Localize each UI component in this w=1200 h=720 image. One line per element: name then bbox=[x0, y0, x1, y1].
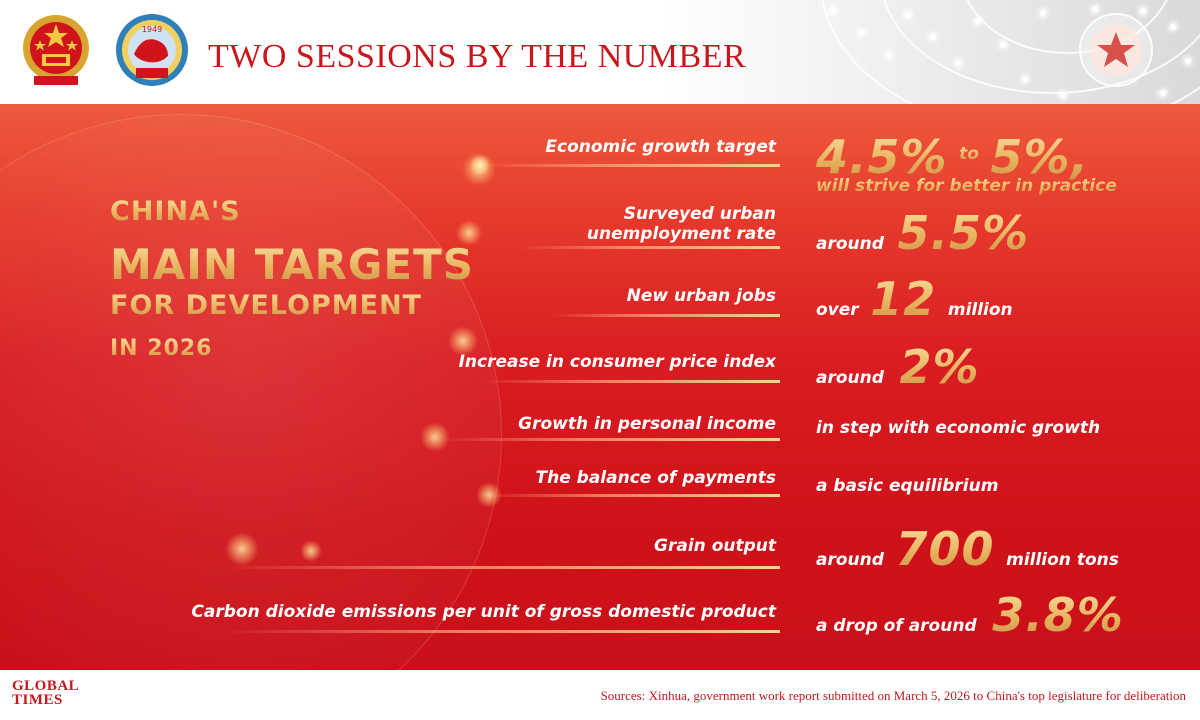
target-value: around 2% bbox=[816, 340, 980, 394]
cppcc-emblem-icon: 1949 bbox=[116, 14, 188, 86]
main-panel: CHINA'S MAIN TARGETS FOR DEVELOPMENT IN … bbox=[0, 104, 1200, 670]
target-connector-line bbox=[480, 494, 780, 497]
global-times-logo: GLOBAL TIMES bbox=[12, 678, 80, 708]
value-prefix: around bbox=[816, 234, 884, 254]
target-label: The balance of payments bbox=[535, 468, 777, 488]
logo-line-2: TIMES bbox=[12, 692, 63, 708]
target-row-growth: Economic growth target 4.5% to 5%, will … bbox=[0, 130, 1200, 204]
value-prefix: around bbox=[816, 368, 884, 388]
value-suffix: million bbox=[947, 300, 1013, 320]
target-connector-line bbox=[480, 380, 780, 383]
target-row-cpi: Increase in consumer price index around … bbox=[0, 340, 1200, 400]
red-star-icon bbox=[1079, 13, 1153, 87]
target-label: Economic growth target bbox=[545, 137, 776, 157]
header: 1949 TWO SESSIONS BY THE NUMBER bbox=[0, 0, 1200, 104]
target-connector-line bbox=[220, 566, 780, 569]
target-row-grain: Grain output around 700 million tons bbox=[0, 522, 1200, 582]
target-row-unemployment: Surveyed urban unemployment rate around … bbox=[0, 204, 1200, 264]
target-value: around 5.5% bbox=[816, 206, 1029, 260]
value-prefix: around bbox=[816, 550, 884, 570]
target-connector-line bbox=[440, 438, 780, 441]
target-value: 4.5% to 5%, bbox=[816, 130, 1089, 184]
emblem-year: 1949 bbox=[142, 25, 162, 34]
target-connector-line bbox=[520, 246, 780, 249]
value-number: 700 bbox=[895, 522, 995, 576]
headline-line-2: MAIN TARGETS bbox=[110, 240, 474, 289]
target-row-carbon: Carbon dioxide emissions per unit of gro… bbox=[0, 588, 1200, 658]
headline-line-1: CHINA'S bbox=[110, 196, 241, 227]
connector-dot bbox=[470, 155, 490, 175]
target-value: over 12 million bbox=[816, 272, 1013, 326]
target-label: New urban jobs bbox=[626, 286, 776, 306]
target-label: Carbon dioxide emissions per unit of gro… bbox=[191, 602, 776, 622]
bokeh-light bbox=[225, 532, 259, 566]
value-prefix: a drop of around bbox=[816, 616, 977, 636]
target-row-income: Growth in personal income in step with e… bbox=[0, 410, 1200, 450]
target-connector-line bbox=[220, 630, 780, 633]
bokeh-light bbox=[456, 220, 482, 246]
value-number: 5%, bbox=[990, 130, 1090, 184]
value-subtext: will strive for better in practice bbox=[816, 176, 1117, 196]
value-number: 2% bbox=[899, 340, 980, 394]
value-number: 4.5% bbox=[816, 130, 948, 184]
national-emblem-icon bbox=[23, 15, 89, 85]
footer: GLOBAL TIMES Sources: Xinhua, government… bbox=[0, 670, 1200, 720]
source-note: Sources: Xinhua, government work report … bbox=[600, 688, 1186, 703]
headline-line-3: FOR DEVELOPMENT bbox=[110, 290, 423, 321]
bokeh-light bbox=[448, 326, 478, 356]
target-label: Increase in consumer price index bbox=[458, 352, 776, 372]
logo-line-1: GLOBAL bbox=[12, 678, 80, 694]
bokeh-light bbox=[420, 422, 450, 452]
value-number: 3.8% bbox=[992, 588, 1124, 642]
value-number: 12 bbox=[870, 272, 937, 326]
target-value: in step with economic growth bbox=[816, 418, 1101, 438]
target-label: Surveyed urban unemployment rate bbox=[587, 204, 776, 244]
headline-line-4: IN 2026 bbox=[110, 336, 213, 361]
bokeh-light bbox=[300, 540, 322, 562]
value-suffix: million tons bbox=[1006, 550, 1119, 570]
page-title: TWO SESSIONS BY THE NUMBER bbox=[208, 38, 747, 75]
target-connector-line bbox=[480, 164, 780, 167]
value-number: 5.5% bbox=[897, 206, 1030, 260]
value-connector: to bbox=[959, 144, 979, 164]
target-label: Growth in personal income bbox=[518, 414, 776, 434]
target-row-jobs: New urban jobs over 12 million bbox=[0, 272, 1200, 334]
target-value: around 700 million tons bbox=[816, 522, 1119, 576]
target-label-line: unemployment rate bbox=[586, 224, 776, 244]
target-connector-line bbox=[550, 314, 780, 317]
target-value: a basic equilibrium bbox=[816, 476, 999, 496]
target-label-line: Surveyed urban bbox=[623, 204, 776, 224]
target-row-payments: The balance of payments a basic equilibr… bbox=[0, 466, 1200, 506]
target-value: a drop of around 3.8% bbox=[816, 588, 1124, 642]
target-label: Grain output bbox=[654, 536, 776, 556]
value-prefix: over bbox=[816, 300, 859, 320]
